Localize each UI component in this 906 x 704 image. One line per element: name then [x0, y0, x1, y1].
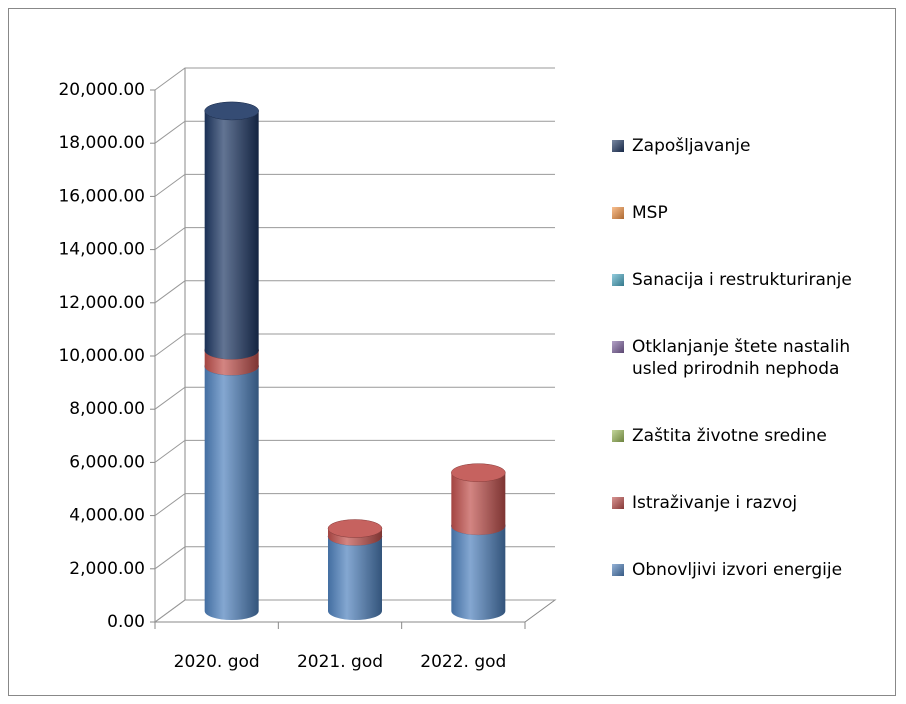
legend: Zapošljavanje MSP Sanacija i restrukturira… — [612, 112, 897, 604]
grid-line — [154, 280, 555, 304]
grid-line — [154, 386, 555, 410]
grid-line — [154, 599, 555, 623]
legend-item: Obnovljivi izvori energije — [612, 559, 897, 581]
grid-line — [154, 227, 555, 251]
legend-item: MSP — [612, 202, 897, 224]
legend-swatch — [612, 139, 624, 152]
y-tick-label: 6,000.00 — [69, 452, 145, 472]
x-tick-label: 2020. god — [174, 652, 260, 672]
legend-item: Istraživanje i razvoj — [612, 492, 897, 514]
bar-segment — [451, 525, 506, 621]
x-tick-label: 2021. god — [297, 652, 383, 672]
legend-swatch — [612, 430, 624, 443]
legend-swatch — [612, 273, 624, 286]
legend-swatch — [612, 206, 624, 219]
y-tick-label: 20,000.00 — [58, 80, 145, 100]
y-tick-label: 12,000.00 — [58, 293, 145, 313]
y-tick-label: 0.00 — [107, 612, 145, 632]
legend-label: Zaštita životne sredine — [632, 426, 827, 447]
bar-segment — [204, 110, 259, 360]
grid-line — [154, 67, 555, 91]
legend-label: Sanacija i restrukturiranje — [632, 269, 852, 290]
legend-item: Sanacija i restrukturiranje — [612, 269, 897, 291]
y-tick-label: 18,000.00 — [58, 133, 145, 153]
grid-line — [154, 439, 555, 463]
legend-swatch — [612, 340, 624, 353]
legend-label: Obnovljivi izvori energije — [632, 560, 843, 581]
bar-segment — [328, 536, 382, 620]
chart-frame — [8, 8, 896, 696]
bar-segment — [328, 528, 382, 546]
bar-segment — [451, 472, 506, 535]
y-tick-label: 16,000.00 — [58, 186, 145, 206]
y-tick-label: 2,000.00 — [69, 559, 145, 579]
bar-segment — [204, 366, 259, 621]
grid-line — [154, 173, 555, 197]
legend-label: Istraživanje i razvoj — [632, 493, 798, 514]
legend-swatch — [612, 497, 624, 510]
bar-segment — [204, 350, 259, 376]
y-tick-label: 14,000.00 — [58, 240, 145, 260]
y-tick-label: 4,000.00 — [69, 506, 145, 526]
legend-item: Zapošljavanje — [612, 135, 897, 157]
grid-line — [154, 493, 555, 517]
y-tick-label: 10,000.00 — [58, 346, 145, 366]
grid-line — [154, 546, 555, 570]
legend-item: Otklanjanje štete nastalih usled prirodn… — [612, 336, 897, 380]
grid-line — [154, 120, 555, 144]
legend-label: Otklanjanje štete nastalih usled prirodn… — [632, 336, 851, 379]
grid-line — [154, 333, 555, 357]
x-tick-label: 2022. god — [420, 652, 506, 672]
bar-top — [204, 101, 259, 121]
legend-label: MSP — [632, 202, 668, 223]
bar-top — [451, 463, 506, 482]
legend-swatch — [612, 564, 624, 577]
y-tick-label: 8,000.00 — [69, 399, 145, 419]
bar-top — [327, 519, 383, 538]
legend-item: Zaštita životne sredine — [612, 425, 897, 447]
legend-label: Zapošljavanje — [632, 135, 751, 156]
